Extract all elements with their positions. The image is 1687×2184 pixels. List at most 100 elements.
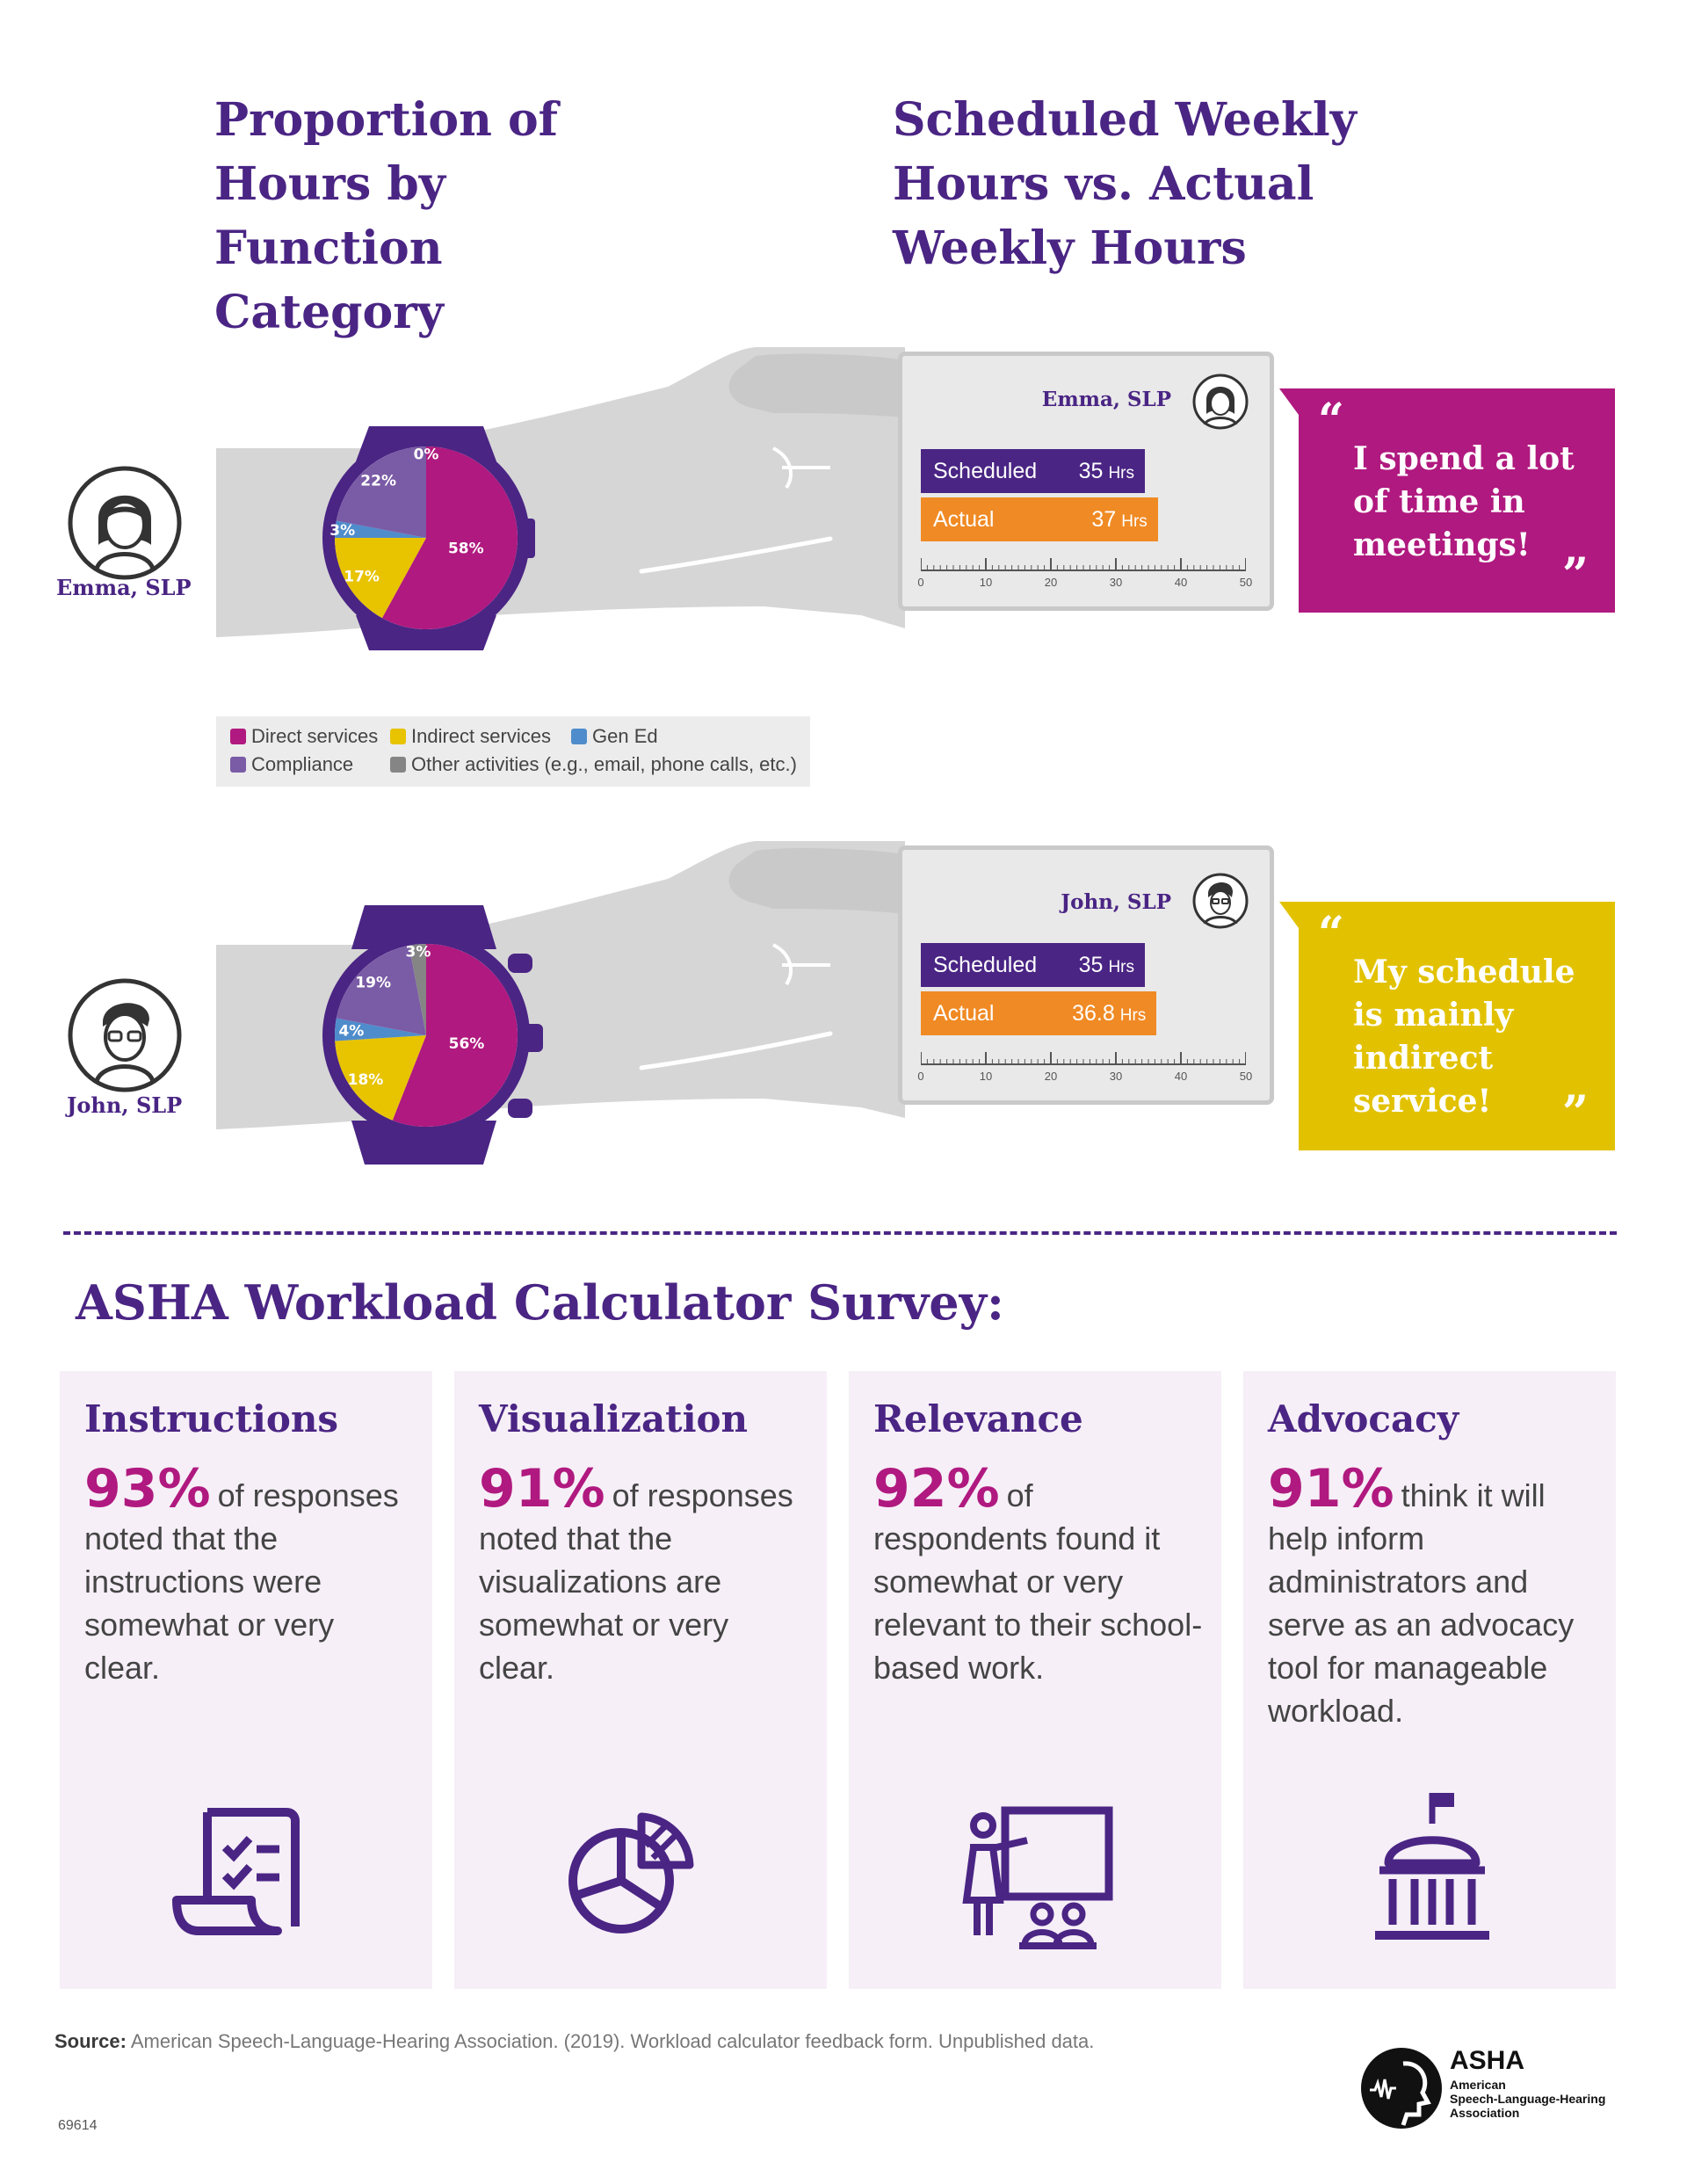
legend-item-compliance: Compliance — [230, 753, 353, 776]
survey-heading: ASHA Workload Calculator Survey: — [76, 1274, 1004, 1331]
legend-swatch — [390, 757, 406, 773]
woman-avatar-icon — [1192, 374, 1249, 430]
card-body: 93% of responses noted that the instructi… — [84, 1462, 418, 1689]
card-text: of responses noted that the instructions… — [84, 1477, 399, 1686]
tick-label: 50 — [1239, 576, 1253, 589]
tick-label: 10 — [979, 1070, 993, 1083]
bar-value: 35 — [1078, 952, 1104, 977]
section-divider — [63, 1231, 1617, 1235]
legend: Direct services Indirect services Gen Ed… — [216, 716, 810, 787]
asha-logo-icon — [1361, 2048, 1442, 2129]
pie-slice-label: 4% — [338, 1023, 364, 1041]
pie-slice — [409, 944, 426, 1035]
card-text: think it will help inform administrators… — [1268, 1477, 1575, 1729]
pie-slice — [336, 945, 426, 1035]
pie-slice-label: 3% — [406, 944, 431, 961]
survey-card-instructions: Instructions 93% of responses noted that … — [60, 1371, 432, 1989]
quote-text: My schedule is mainly indirect service! — [1353, 954, 1575, 1120]
tick-label: 20 — [1044, 576, 1058, 589]
card-title: Advocacy — [1268, 1397, 1459, 1440]
capitol-building-icon — [1375, 1793, 1489, 1940]
card-percent: 93% — [84, 1458, 211, 1520]
bar-label: Actual — [933, 1000, 995, 1026]
legend-swatch — [230, 729, 246, 744]
bar-value: 35 — [1078, 458, 1104, 483]
pie-slice-label: 3% — [329, 522, 355, 540]
legend-swatch — [571, 729, 587, 744]
source-label: Source: — [54, 2030, 127, 2052]
pie-slice — [381, 446, 518, 629]
pie-slice — [335, 538, 426, 619]
source-text: American Speech-Language-Hearing Associa… — [130, 2030, 1095, 2052]
legend-label: Other activities (e.g., email, phone cal… — [411, 753, 797, 775]
legend-label: Indirect services — [411, 725, 551, 747]
survey-card-visualization: Visualization 91% of responses noted that… — [454, 1371, 827, 1989]
bar-value: 36.8 — [1072, 1000, 1115, 1026]
tick-label: 20 — [1044, 1070, 1058, 1083]
pie-slice-label: 56% — [449, 1035, 485, 1053]
classroom-teacher-icon — [962, 1806, 1113, 1949]
bar-label: Scheduled — [933, 952, 1038, 977]
tick-label: 0 — [917, 1070, 924, 1083]
quote-box-emma: “ I spend a lot of time in meetings! ” — [1279, 388, 1615, 613]
pie-slice-label: 58% — [448, 541, 484, 558]
card-title: Instructions — [84, 1397, 339, 1440]
tick-label: 40 — [1174, 576, 1188, 589]
tick-label: 50 — [1239, 1070, 1253, 1083]
pie-slice-label: 0% — [414, 446, 439, 463]
open-quote-icon: “ — [1318, 907, 1344, 961]
man-avatar-icon — [1192, 873, 1249, 929]
pie-chart-john: 56% 18% 4% 19% 3% — [335, 944, 518, 1127]
card-text: of respondents found it somewhat or very… — [873, 1477, 1203, 1686]
bar-label: Scheduled — [933, 458, 1038, 483]
pie-chart-emma: 58% 17% 3% 22% 0% — [329, 446, 518, 629]
tick-label: 30 — [1109, 1070, 1123, 1083]
pie-chart-icon — [568, 1812, 694, 1934]
legend-item-direct: Direct services — [230, 725, 378, 748]
woman-avatar-icon — [68, 466, 182, 580]
card-percent: 91% — [479, 1458, 605, 1520]
x-axis: 0 10 20 30 40 50 — [917, 553, 1252, 632]
bar-scheduled: Scheduled 35 Hrs — [921, 943, 1145, 987]
card-text: of responses noted that the visualizatio… — [479, 1477, 793, 1686]
card-percent: 92% — [873, 1458, 1000, 1520]
logo-line: American — [1450, 2078, 1506, 2092]
logo-line: Association — [1450, 2106, 1520, 2120]
pie-slice-label: 19% — [355, 975, 391, 992]
watch-emma: 58% 17% 3% 22% 0% — [322, 426, 535, 650]
bar-scheduled: Scheduled 35 Hrs — [921, 449, 1145, 493]
asha-logo: ASHA American Speech-Language-Hearing As… — [1358, 2044, 1630, 2132]
bar-chart-emma: Scheduled 35 Hrs Actual 37 Hrs 0 10 20 30 40 50 — [917, 449, 1252, 616]
tick-label: 10 — [979, 576, 993, 589]
quote-box-john: “ My schedule is mainly indirect service… — [1279, 902, 1615, 1150]
logo-line: Speech-Language-Hearing — [1450, 2092, 1606, 2106]
bar-panel-emma: Emma, SLP Scheduled 35 Hrs Actual 37 Hrs 0… — [898, 352, 1274, 611]
bar-value: 37 — [1091, 506, 1117, 532]
legend-label: Direct services — [251, 725, 379, 747]
quote-text: I spend a lot of time in meetings! — [1353, 440, 1575, 563]
pie-slice-label: 18% — [348, 1071, 384, 1089]
card-body: 92% of respondents found it somewhat or v… — [873, 1462, 1207, 1689]
bar-unit: Hrs — [1119, 1005, 1147, 1025]
bar-panel-john: John, SLP Scheduled 35 Hrs Actual 36.8 Hrs… — [898, 845, 1274, 1105]
x-axis-ticks — [921, 558, 1246, 571]
pie-section-title: Proportion of Hours by Function Category — [214, 93, 559, 339]
x-axis: 0 10 20 30 40 50 — [917, 1047, 1252, 1126]
bar-unit: Hrs — [1108, 957, 1134, 976]
close-quote-icon: ” — [1562, 1086, 1589, 1140]
legend-item-gen-ed: Gen Ed — [571, 725, 658, 748]
pie-slice — [335, 1018, 426, 1041]
man-avatar-icon — [68, 978, 182, 1092]
card-title: Visualization — [479, 1397, 749, 1440]
checklist-icon — [172, 1808, 300, 1935]
survey-card-advocacy: Advocacy 91% think it will help inform ad… — [1243, 1371, 1616, 1989]
tick-label: 0 — [917, 576, 924, 589]
person-name-john: John, SLP — [67, 1092, 183, 1118]
card-title: Relevance — [873, 1397, 1083, 1440]
bar-unit: Hrs — [1121, 512, 1148, 531]
bar-actual: Actual 36.8 Hrs — [921, 991, 1157, 1035]
pie-slice-label: 22% — [360, 472, 396, 490]
card-percent: 91% — [1268, 1458, 1394, 1520]
legend-swatch — [230, 757, 246, 773]
quote-tail — [1279, 388, 1299, 415]
